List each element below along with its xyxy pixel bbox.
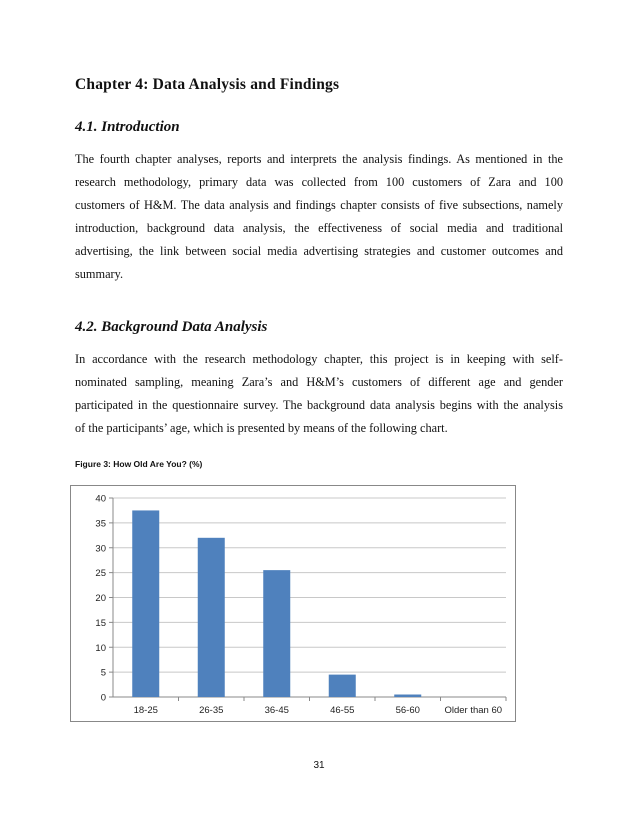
age-bar-chart: 0 5 10 15 20 25 30 35 40 18-25 26-35 36-45 46-55 56-6… [70, 485, 516, 722]
bar-26-35 [197, 537, 225, 697]
y-tick-label: 10 [95, 643, 106, 654]
y-tick-label: 35 [95, 518, 106, 529]
x-tick-label: 36-45 [265, 705, 289, 716]
x-tick-label: 56-60 [396, 705, 420, 716]
paragraph-line: summary. [75, 267, 124, 281]
y-tick-label: 25 [95, 568, 106, 579]
y-tick-label: 40 [95, 494, 106, 505]
bar-18-25 [132, 510, 160, 697]
x-tick-label: 18-25 [134, 705, 158, 716]
chapter-title: Chapter 4: Data Analysis and Findings [75, 76, 340, 93]
paragraph-line: research methodology, primary data was c… [75, 175, 563, 189]
y-tick-label: 5 [101, 668, 106, 679]
paragraph-line: introduction, background data analysis, … [75, 221, 563, 235]
paragraph-line: of the participants’ age, which is prese… [75, 421, 448, 435]
section-heading-introduction: 4.1. Introduction [75, 119, 180, 135]
paragraph-line: participated in the questionnaire survey… [75, 398, 563, 412]
x-tick-label: Older than 60 [444, 705, 502, 716]
bar-46-55 [328, 674, 356, 697]
paragraph-line: The fourth chapter analyses, reports and… [75, 152, 563, 166]
paragraph-line: advertising, the link between social med… [75, 244, 563, 258]
paragraph-line: In accordance with the research methodol… [75, 352, 563, 366]
paragraph-line: customers of H&M. The data analysis and … [75, 198, 563, 212]
figure-caption: Figure 3: How Old Are You? (%) [75, 459, 203, 469]
x-tick-label: 46-55 [330, 705, 354, 716]
bar-56-60 [394, 694, 422, 697]
page-number: 31 [313, 760, 325, 771]
y-tick-label: 0 [101, 693, 106, 704]
background-paragraph: In accordance with the research methodol… [75, 348, 563, 440]
chart-svg: 0 5 10 15 20 25 30 35 40 18-25 26-35 36-45 46-55 56-6… [95, 494, 507, 716]
section-heading-background: 4.2. Background Data Analysis [75, 319, 268, 335]
y-tick-label: 20 [95, 593, 106, 604]
y-tick-label: 30 [95, 543, 106, 554]
y-tick-label: 15 [95, 618, 106, 629]
paragraph-line: nominated sampling, meaning Zara’s and H… [75, 375, 563, 389]
x-tick-label: 26-35 [199, 705, 223, 716]
bar-36-45 [263, 570, 291, 697]
introduction-paragraph: The fourth chapter analyses, reports and… [75, 148, 563, 286]
